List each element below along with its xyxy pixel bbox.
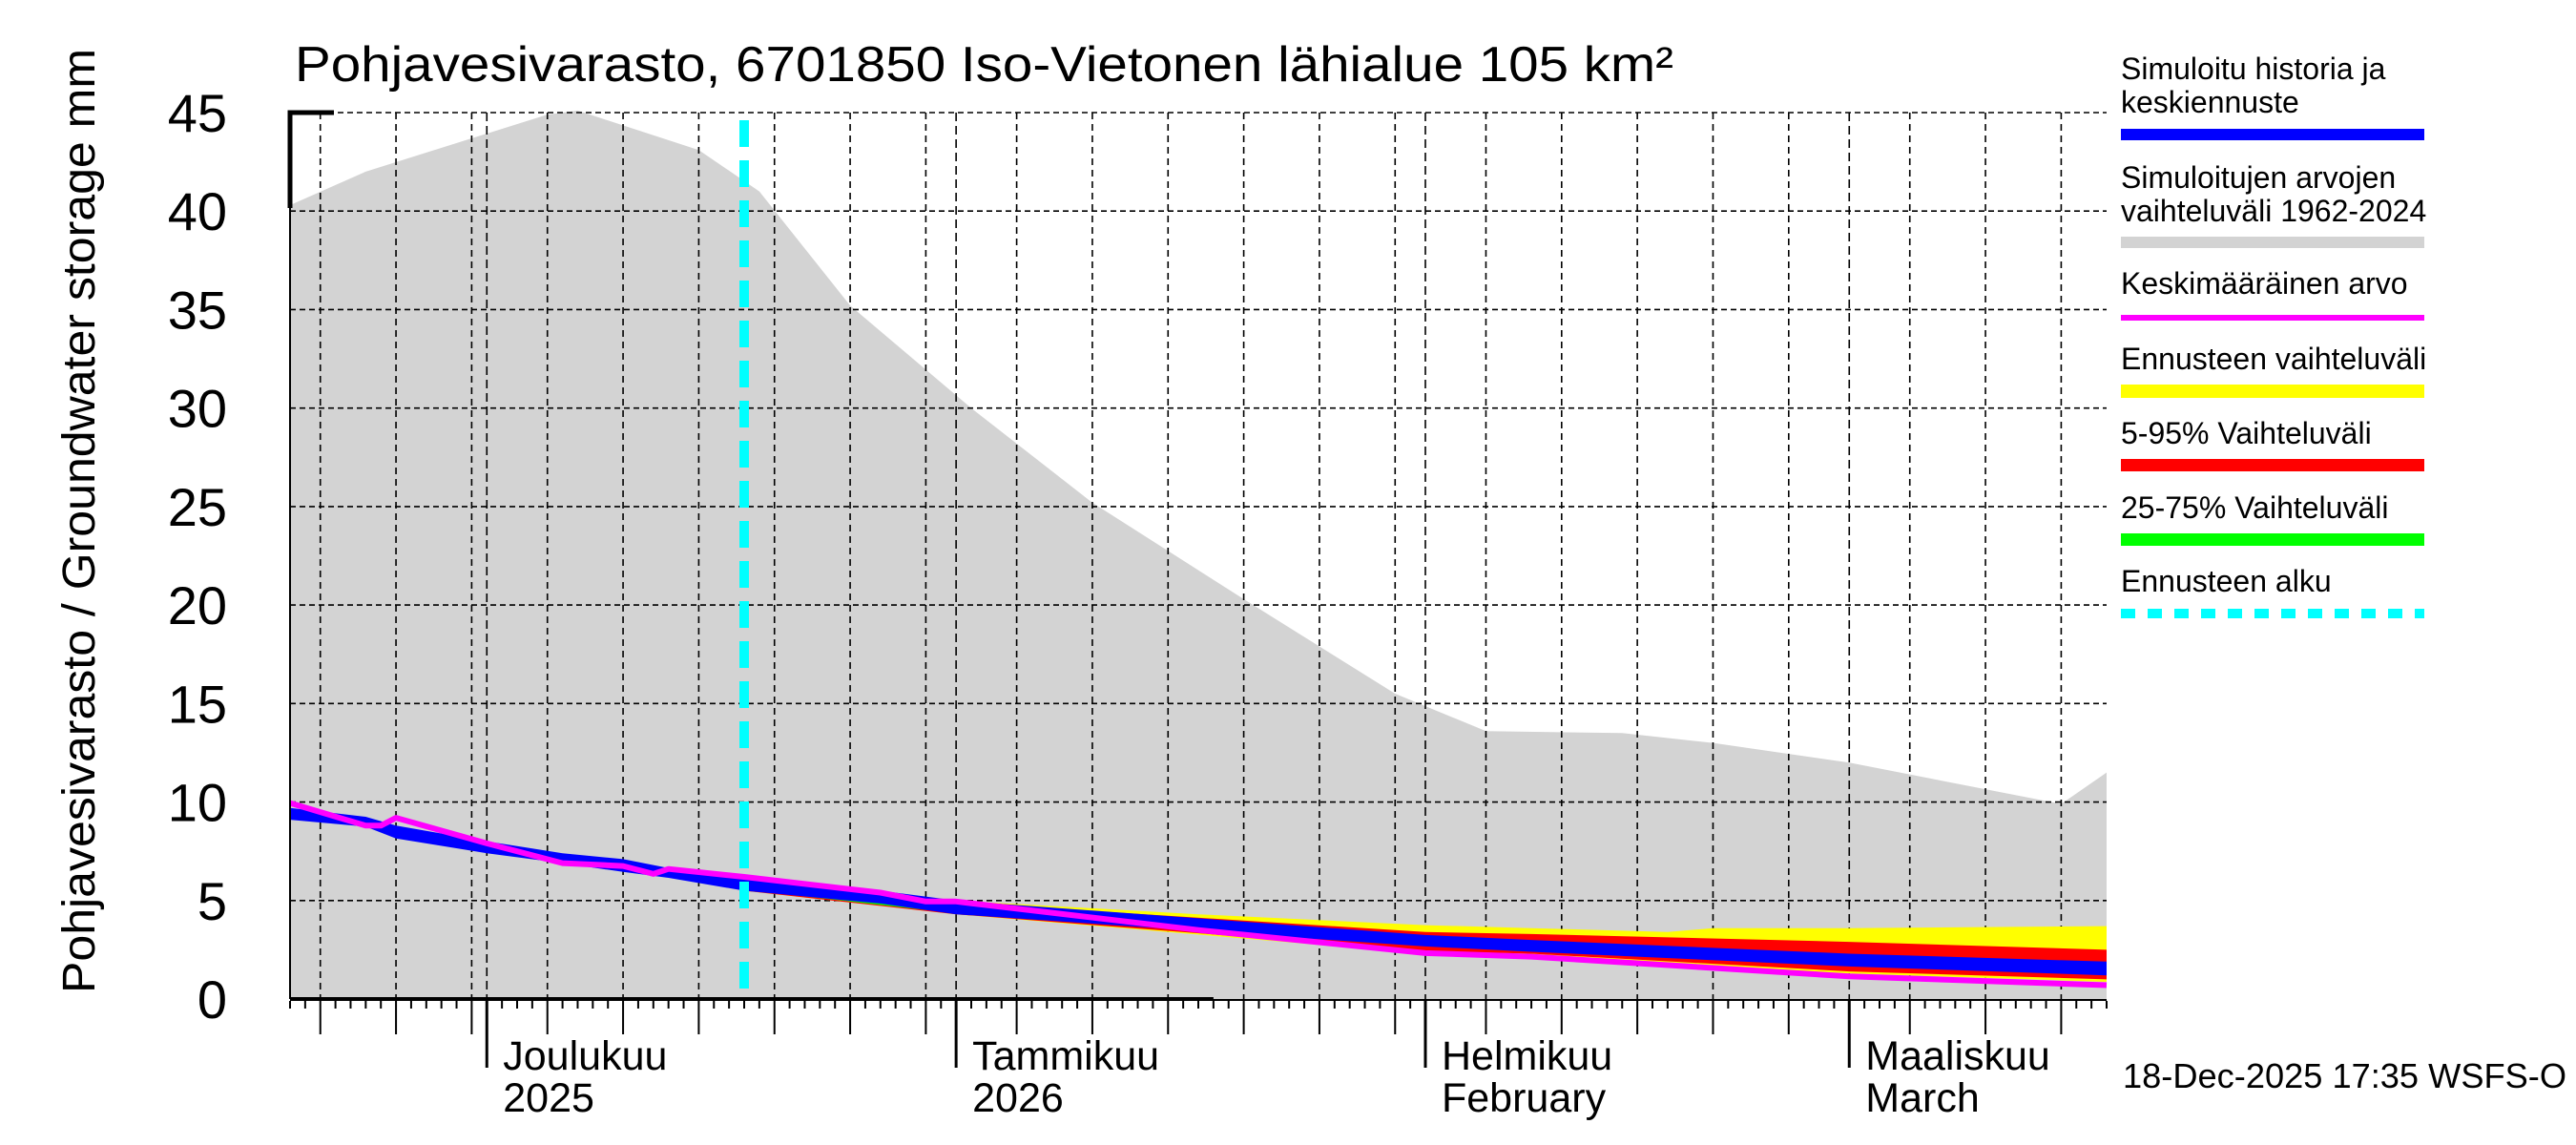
y-tick-label: 25 xyxy=(168,477,227,537)
legend-label: keskiennuste xyxy=(2121,85,2299,119)
x-month-label: Maaliskuu xyxy=(1865,1033,2050,1079)
legend-swatch xyxy=(2121,459,2424,471)
legend-swatch xyxy=(2121,385,2424,398)
y-tick-label: 35 xyxy=(168,280,227,340)
y-tick-label: 0 xyxy=(197,969,227,1030)
x-month-sublabel: March xyxy=(1865,1075,1979,1121)
top-left-bracket xyxy=(287,110,334,208)
x-month-label: Helmikuu xyxy=(1442,1033,1612,1079)
legend-item-forecast-start: Ennusteen alku xyxy=(2121,564,2424,618)
y-axis-label: Pohjavesivarasto / Groundwater storage m… xyxy=(54,49,105,993)
legend-label: Keskimääräinen arvo xyxy=(2121,266,2408,301)
y-tick-label: 20 xyxy=(168,575,227,635)
legend-swatch xyxy=(2121,237,2424,248)
legend-swatch xyxy=(2121,533,2424,546)
data-series xyxy=(289,120,2108,997)
legend-item-p25-75: 25-75% Vaihteluväli xyxy=(2121,490,2424,546)
axis-labels: 051015202530354045Joulukuu2025Tammikuu20… xyxy=(168,83,2050,1121)
legend: Simuloitu historia jakeskiennusteSimuloi… xyxy=(2121,52,2426,618)
footer-timestamp: 18-Dec-2025 17:35 WSFS-O xyxy=(2123,1056,2566,1095)
legend-label: Simuloitu historia ja xyxy=(2121,52,2386,86)
legend-label: Ennusteen alku xyxy=(2121,564,2332,598)
mean-line xyxy=(289,800,2108,989)
x-month-sublabel: 2026 xyxy=(972,1075,1064,1121)
x-month-label: Tammikuu xyxy=(972,1033,1159,1079)
y-tick-label: 30 xyxy=(168,379,227,439)
legend-label: vaihteluväli 1962-2024 xyxy=(2121,194,2426,228)
history-median-band xyxy=(290,807,2107,976)
legend-label: Ennusteen vaihteluväli xyxy=(2121,342,2426,376)
legend-swatch xyxy=(2121,129,2424,140)
legend-item-mean: Keskimääräinen arvo xyxy=(2121,266,2424,321)
x-month-sublabel: February xyxy=(1442,1075,1607,1121)
axes xyxy=(287,110,2108,1068)
y-tick-label: 15 xyxy=(168,674,227,734)
y-tick-label: 5 xyxy=(197,871,227,931)
y-tick-label: 45 xyxy=(168,83,227,143)
legend-label: 5-95% Vaihteluväli xyxy=(2121,416,2372,450)
chart-title: Pohjavesivarasto, 6701850 Iso-Vietonen l… xyxy=(295,37,1673,93)
legend-label: Simuloitujen arvojen xyxy=(2121,160,2396,195)
x-month-label: Joulukuu xyxy=(503,1033,667,1079)
legend-swatch xyxy=(2121,315,2424,321)
legend-label: 25-75% Vaihteluväli xyxy=(2121,490,2388,525)
legend-item-forecast-range: Ennusteen vaihteluväli xyxy=(2121,342,2426,398)
grid-lines xyxy=(290,112,2107,999)
y-tick-label: 40 xyxy=(168,181,227,241)
legend-item-p5-95: 5-95% Vaihteluväli xyxy=(2121,416,2424,471)
x-month-sublabel: 2025 xyxy=(503,1075,594,1121)
y-tick-label: 10 xyxy=(168,773,227,833)
